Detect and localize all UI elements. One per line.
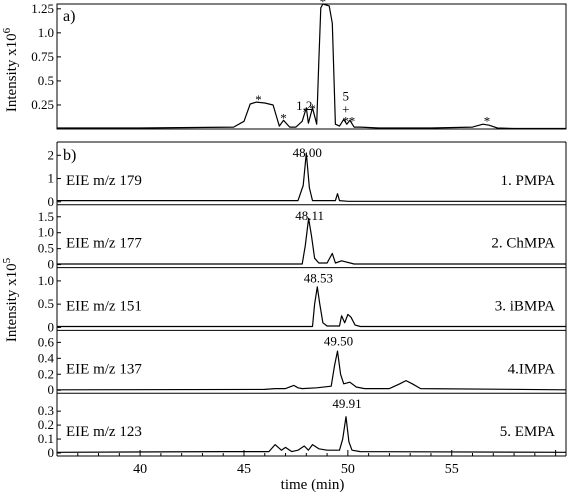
x-axis-title: time (min) — [281, 477, 345, 492]
panel-a-annotation: * — [255, 92, 262, 107]
panel-b-ytick-label: 0.4 — [38, 350, 55, 365]
panel-a-annotation: * — [343, 113, 350, 128]
panel-b-ytick-label: 0.3 — [38, 403, 54, 418]
panel-b-ytick-label: 0 — [48, 445, 55, 460]
panel-a-annotation: * — [309, 101, 316, 116]
panel-b-ytick-label: 0 — [48, 194, 55, 209]
panel-a-annotation: * — [484, 113, 491, 128]
panel-b-ion-label: EIE m/z 123 — [66, 424, 142, 440]
panel-b-ion-label: EIE m/z 177 — [66, 236, 142, 252]
panel-a-ytick-label: 0.25 — [31, 97, 54, 112]
panel-a-annotation: * — [280, 110, 287, 125]
panel-b-peak-label: 49.50 — [324, 333, 353, 348]
panel-b-ion-label: EIE m/z 151 — [66, 299, 142, 315]
panel-b-trace — [57, 217, 566, 265]
panel-b-trace — [57, 152, 566, 202]
panel-b-compound-label: 4.IMPA — [508, 361, 556, 377]
panel-a-ytick-label: 0.75 — [31, 49, 54, 64]
panel-a-label: a) — [63, 8, 75, 25]
panel-b-peak-label: 48.11 — [295, 208, 324, 223]
panel-b-peak-label: 48.53 — [304, 271, 333, 286]
panel-a-frame — [56, 3, 567, 130]
panel-b-peak-label: 49.91 — [332, 396, 361, 411]
panel-b-ytick-label: 0 — [48, 257, 55, 272]
panel-a-ytick-label: 0.5 — [38, 73, 54, 88]
x-tick-label: 45 — [237, 462, 251, 477]
panel-b-y-axis-title: Intensity x105 — [1, 257, 20, 342]
panel-b-compound-label: 3. iBMPA — [495, 299, 555, 315]
panel-b-ytick-label: 0.5 — [38, 241, 54, 256]
panel-b-ytick-label: 0.5 — [38, 296, 54, 311]
panel-a-ytick-label: 1.25 — [31, 1, 54, 16]
panel-b-peak-label: 48.00 — [293, 145, 322, 160]
panel-b-label: b) — [63, 147, 76, 164]
x-tick-label: 40 — [133, 462, 147, 477]
panel-b-compound-label: 2. ChMPA — [491, 236, 555, 252]
panel-b-ytick-label: 1 — [48, 171, 55, 186]
panel-a-annotation: 5 — [343, 88, 350, 103]
panel-b-trace — [56, 416, 567, 453]
panel-b-ytick-label: 1.0 — [38, 273, 54, 288]
panel-b-compound-label: 1. PMPA — [501, 173, 556, 189]
panel-b-ytick-label: 0.2 — [38, 417, 54, 432]
panel-b-compound-label: 5. EMPA — [500, 424, 555, 440]
panel-b-trace — [56, 350, 567, 391]
panel-b-ytick-label: 0.2 — [38, 366, 54, 381]
panel-a-annotation: 1,2 — [296, 98, 312, 113]
panel-a-annotation: + — [342, 102, 349, 117]
x-tick-label: 55 — [445, 462, 459, 477]
x-tick-label: 50 — [341, 462, 355, 477]
panel-b-ytick-label: 1.0 — [38, 225, 54, 240]
panel-a-annotation: * — [349, 113, 356, 128]
panel-a-y-axis-title: Intensity x106 — [1, 27, 20, 112]
panel-a-ytick-label: 1.0 — [38, 25, 54, 40]
panel-b-ytick-label: 0 — [48, 382, 55, 397]
panel-a-annotation: * — [320, 0, 327, 9]
panel-b-ytick-label: 1.5 — [38, 209, 54, 224]
panel-b-ytick-label: 0.6 — [38, 334, 55, 349]
panel-b-ion-label: EIE m/z 137 — [66, 361, 142, 377]
panel-b-ytick-label: 0.1 — [38, 431, 54, 446]
panel-a-trace — [57, 3, 566, 130]
panel-b-ytick-label: 0 — [48, 319, 55, 334]
panel-b-ion-label: EIE m/z 179 — [66, 173, 142, 189]
panel-b-ytick-label: 2 — [48, 147, 55, 162]
panel-b-trace — [57, 286, 566, 328]
